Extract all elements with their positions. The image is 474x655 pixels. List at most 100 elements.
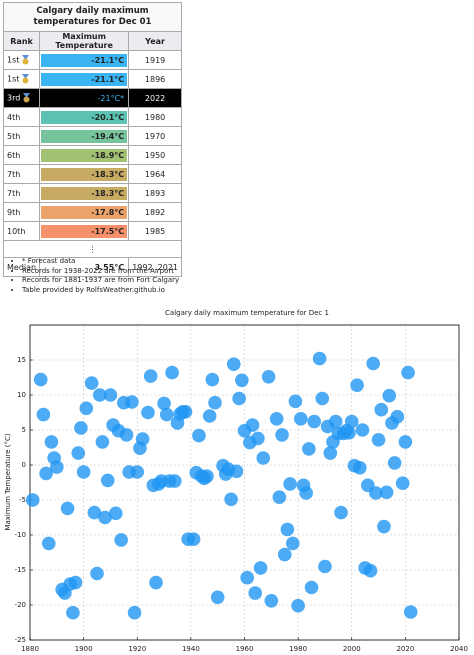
data-point — [25, 493, 40, 507]
x-tick-label: 1880 — [21, 645, 39, 653]
rank-text: 3rd — [7, 93, 21, 103]
data-point — [135, 432, 150, 446]
rank-cell: 3rd — [2, 88, 41, 108]
data-point — [283, 477, 297, 491]
rank-text: 5th — [7, 131, 21, 141]
rank-cell: 1st — [2, 50, 41, 70]
y-tick-label: -10 — [15, 531, 26, 539]
data-point — [253, 561, 268, 575]
rank-cell: Median — [2, 257, 41, 277]
data-point — [318, 559, 332, 574]
year-cell: 1985 — [128, 221, 182, 241]
data-point — [39, 466, 53, 481]
rank-cell: 7th — [2, 164, 41, 184]
year-cell: 2022 — [128, 88, 182, 108]
data-point — [288, 394, 303, 409]
table-row: 10th -17.5°C 1985 — [2, 221, 182, 241]
data-point — [387, 456, 402, 470]
data-point — [92, 388, 107, 402]
rank-text: 1st — [7, 55, 20, 65]
table-row: 1st -21.1°C 1896 — [2, 69, 182, 89]
rank-cell: 1st — [2, 69, 41, 89]
data-point — [68, 575, 83, 590]
rank-cell: 4th — [2, 107, 41, 127]
data-point — [205, 372, 220, 387]
data-point — [103, 388, 118, 402]
rank-text: 4th — [7, 112, 21, 122]
table-row: 4th -20.1°C 1980 — [2, 107, 182, 127]
data-point — [307, 414, 322, 429]
rank-text: 7th — [7, 169, 21, 179]
data-point — [342, 426, 356, 440]
data-point — [41, 536, 56, 551]
data-point — [74, 421, 88, 435]
data-point — [119, 428, 134, 442]
data-point — [312, 351, 327, 366]
note: Table provided by RolfsWeather.github.io — [22, 286, 179, 296]
note: Records for 1938-2022 are from the Airpo… — [22, 267, 179, 277]
temp-cell: -17.5°C — [39, 221, 130, 241]
data-point — [84, 376, 99, 390]
data-point — [208, 395, 222, 410]
rank-cell: 6th — [2, 145, 41, 165]
temp-cell: -18.3°C — [39, 164, 130, 184]
data-point — [159, 407, 174, 422]
rank-cell: 10th — [2, 221, 41, 241]
year-cell: 1970 — [128, 126, 182, 146]
data-point — [36, 407, 51, 422]
chart-title: Calgary daily maximum temperature for De… — [165, 309, 329, 317]
table-row: 7th -18.3°C 1893 — [2, 183, 182, 203]
year-cell: 1893 — [128, 183, 182, 203]
temp-text: -19.4°C — [41, 129, 128, 143]
temp-cell: -21°C* — [39, 88, 130, 108]
year-cell: 1892 — [128, 202, 182, 222]
data-point — [79, 401, 94, 416]
data-point — [167, 474, 182, 488]
data-point — [90, 566, 104, 581]
medal-icon — [22, 74, 30, 84]
data-point — [240, 570, 254, 585]
data-point — [248, 586, 263, 600]
table-row: 6th -18.9°C 1950 — [2, 145, 182, 165]
data-point — [382, 388, 397, 403]
data-point — [251, 431, 265, 446]
temp-cell: -21.1°C — [39, 69, 130, 89]
data-point — [264, 594, 279, 608]
rank-cell: 9th — [2, 202, 41, 222]
table-row: ⋮ — [3, 240, 182, 258]
y-tick-label: -25 — [15, 636, 26, 644]
data-point — [87, 505, 102, 520]
data-point — [71, 446, 86, 460]
data-point — [125, 395, 139, 409]
data-point — [344, 414, 359, 429]
temp-text: -21°C* — [41, 91, 128, 105]
data-point — [76, 465, 91, 479]
data-point — [33, 372, 48, 387]
data-point — [299, 486, 313, 500]
year-cell: 1964 — [128, 164, 182, 184]
data-point — [141, 405, 155, 420]
data-point — [256, 451, 271, 465]
data-point — [50, 460, 64, 474]
data-point — [304, 580, 319, 595]
y-tick-label: -5 — [19, 496, 26, 504]
header-cell: Rank — [2, 31, 41, 51]
y-tick-label: 5 — [22, 426, 26, 434]
table-row: 9th -17.8°C 1892 — [2, 202, 182, 222]
data-point — [269, 412, 284, 426]
data-point — [302, 442, 316, 456]
data-point — [371, 433, 386, 447]
year-cell: 1980 — [128, 107, 182, 127]
temp-text: -17.8°C — [41, 205, 128, 219]
temp-cell: -19.4°C — [39, 126, 130, 146]
y-tick-label: -20 — [15, 601, 26, 609]
data-point — [192, 428, 206, 443]
x-tick-label: 1920 — [128, 645, 146, 653]
header-row: Rank Maximum Temperature Year — [2, 31, 182, 51]
data-point — [352, 461, 367, 475]
data-point — [210, 590, 225, 605]
table-body: 1st -21.1°C 1919 1st -21.1°C 1896 3rd -21°C* 202… — [2, 50, 182, 277]
data-point — [245, 418, 260, 432]
table-row: 3rd -21°C* 2022 — [2, 88, 182, 108]
